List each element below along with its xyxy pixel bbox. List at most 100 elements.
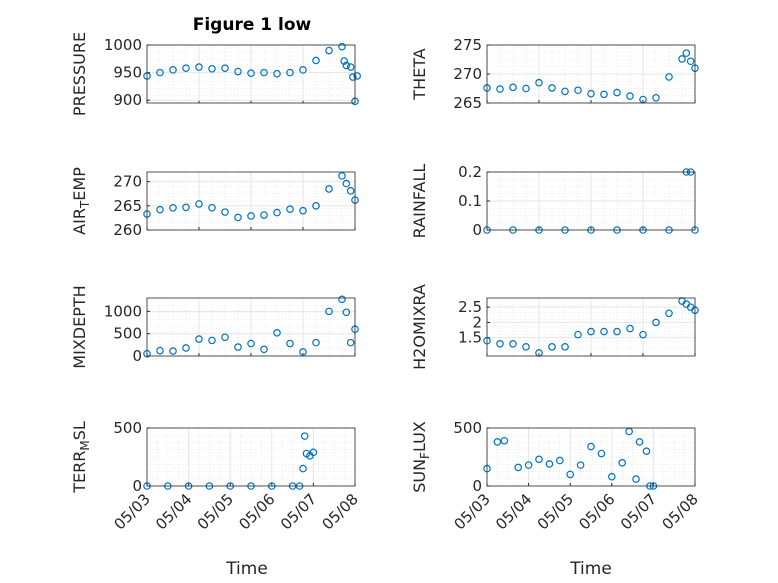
data-point xyxy=(618,458,627,467)
data-point xyxy=(522,84,530,93)
data-point xyxy=(496,85,504,93)
data-point xyxy=(156,68,164,77)
data-point xyxy=(574,330,582,339)
y-tick-label: 0.1 xyxy=(458,192,482,210)
y-axis-label: TERRMSL xyxy=(70,421,92,494)
data-point xyxy=(338,295,346,304)
data-point xyxy=(574,86,582,95)
y-axis-label: MIXDEPTH xyxy=(70,285,89,368)
data-point xyxy=(300,432,309,440)
y-axis-label: PRESSURE xyxy=(70,32,89,116)
data-point xyxy=(600,327,608,336)
x-tick-label: 05/05 xyxy=(534,490,577,533)
data-point xyxy=(522,343,530,351)
data-point xyxy=(566,470,575,479)
y-tick-label: 950 xyxy=(113,64,142,82)
y-tick-label: 0 xyxy=(132,477,142,495)
x-tick-label: 05/04 xyxy=(492,490,535,533)
x-axis-label: Time xyxy=(225,559,268,579)
data-point xyxy=(182,64,190,73)
data-point xyxy=(576,461,585,469)
data-point xyxy=(234,67,242,76)
data-point xyxy=(234,213,242,222)
data-point xyxy=(665,73,673,81)
y-tick-label: 500 xyxy=(453,419,482,437)
x-tick-label: 05/07 xyxy=(277,490,320,533)
data-point xyxy=(309,448,318,457)
y-tick-label: 265 xyxy=(453,94,482,112)
data-point xyxy=(686,57,695,66)
data-point xyxy=(349,73,357,81)
x-tick-label: 05/04 xyxy=(152,490,195,533)
data-point xyxy=(613,88,621,97)
subplot-6: 1.522.5 H2OMIXRA xyxy=(410,284,699,370)
data-point xyxy=(169,66,177,74)
data-point xyxy=(535,78,543,87)
axes-box xyxy=(146,427,356,487)
data-point xyxy=(342,308,351,317)
y-tick-label: 275 xyxy=(453,36,482,54)
data-point xyxy=(346,187,355,195)
y-axis-label: SUNFLUX xyxy=(410,421,432,493)
subplot-1: 900 950 1000 PRESSURE xyxy=(70,32,361,116)
y-tick-label: 2.5 xyxy=(458,298,482,316)
data-point xyxy=(587,327,595,336)
data-point xyxy=(299,206,307,215)
y-tick-label: 500 xyxy=(113,419,142,437)
data-point xyxy=(312,56,320,65)
data-point xyxy=(607,472,616,481)
data-point xyxy=(182,203,190,212)
y-tick-label: 0.2 xyxy=(458,163,482,181)
data-point xyxy=(346,338,355,347)
data-point xyxy=(299,66,307,74)
data-point xyxy=(299,464,307,473)
x-tick-label: 05/08 xyxy=(659,490,702,533)
axes-box xyxy=(486,171,696,231)
x-tick-label: 05/08 xyxy=(319,490,362,533)
data-point xyxy=(312,338,320,347)
y-tick-label: 260 xyxy=(113,221,142,239)
y-axis-label: AIRTEMP xyxy=(70,167,92,235)
x-tick-label: 05/06 xyxy=(575,490,618,533)
axes-box xyxy=(146,171,356,231)
y-tick-label: 265 xyxy=(113,197,142,215)
data-point xyxy=(169,347,177,355)
data-point xyxy=(587,442,595,451)
y-tick-label: 0 xyxy=(472,477,482,495)
data-point xyxy=(493,438,502,446)
axes-box xyxy=(486,44,696,104)
data-point xyxy=(342,61,351,70)
data-point xyxy=(156,346,164,355)
y-tick-label: 900 xyxy=(113,91,142,109)
data-point xyxy=(524,461,533,469)
data-point xyxy=(195,335,203,343)
subplot-2: 265 270 275 THETA xyxy=(410,36,699,112)
y-tick-label: 0 xyxy=(472,221,482,239)
data-point xyxy=(325,46,333,55)
x-axis-label: Time xyxy=(569,559,612,579)
data-point xyxy=(299,348,307,356)
y-tick-label: 1000 xyxy=(104,302,142,320)
data-point xyxy=(247,69,255,77)
x-tick-label: 05/03 xyxy=(451,490,494,533)
data-point xyxy=(652,318,660,327)
axes-box xyxy=(486,427,696,487)
data-point xyxy=(286,68,294,77)
axes-box xyxy=(146,297,356,357)
data-point xyxy=(626,92,634,100)
data-point xyxy=(286,205,294,214)
figure-title: Figure 1 low xyxy=(193,15,312,35)
subplot-5: 0 500 1000 MIXDEPTH xyxy=(70,285,359,369)
data-point xyxy=(600,90,608,99)
data-point xyxy=(509,83,517,92)
data-point xyxy=(678,55,686,63)
data-point xyxy=(587,89,595,98)
data-point xyxy=(338,42,346,51)
y-axis-label: THETA xyxy=(410,48,429,100)
data-point xyxy=(535,455,543,464)
data-point xyxy=(346,63,355,71)
data-point xyxy=(555,456,564,465)
data-point xyxy=(260,345,268,354)
data-point xyxy=(221,64,229,73)
